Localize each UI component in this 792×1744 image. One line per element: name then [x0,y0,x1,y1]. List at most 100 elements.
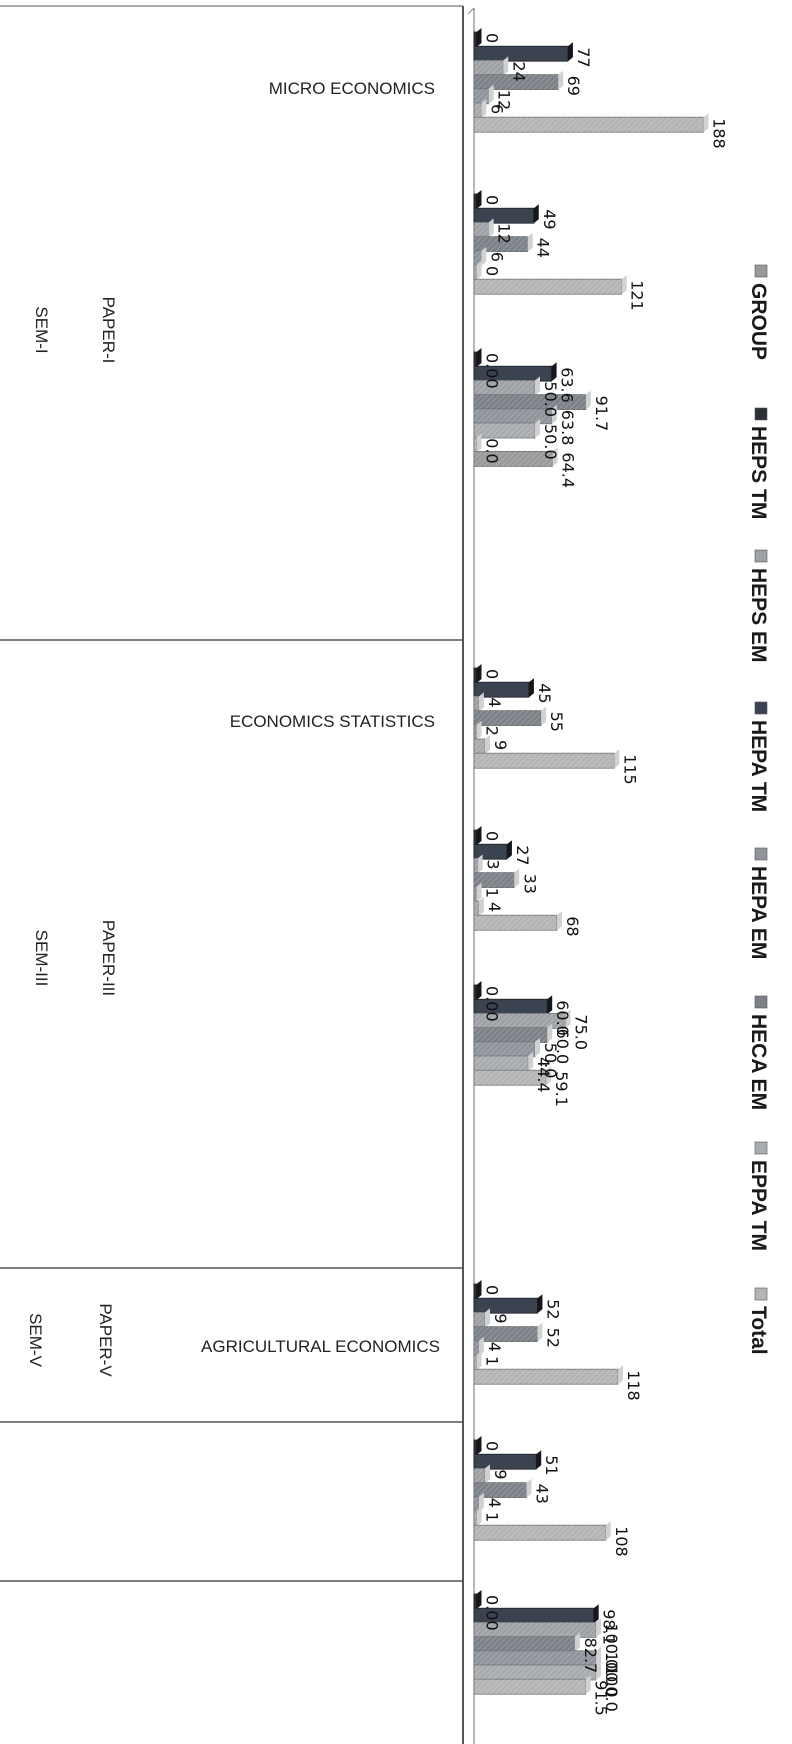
data-label: 49 [540,209,559,229]
bar-cap [484,1308,490,1328]
bar-hatching [474,1070,547,1086]
bar-hatching [474,1482,527,1498]
data-label: 0.00 [483,986,502,1022]
bar-cap [476,882,482,902]
bar-cap [596,1646,601,1666]
data-label: 9 [491,740,510,750]
data-label: 98.1 [600,1609,619,1645]
data-label: 24 [509,61,528,81]
bar-hatching [474,88,489,104]
legend-label: HEPA EM [747,866,770,959]
legend-swatch [754,701,768,715]
data-label: 51 [542,1455,561,1475]
bar-cap [481,246,487,266]
bar-hatching [474,872,515,888]
data-label: 60.0 [553,1000,572,1036]
legend-label: Total [747,1306,770,1355]
legend-item: GROUP [747,264,770,360]
data-label: 33 [520,874,539,894]
bar-cap [476,826,482,845]
legend-item: HEPA EM [747,847,770,959]
bar-cap [556,911,562,931]
bar-hatching [474,1056,529,1071]
semester-label: SEM-I [32,306,51,353]
data-label: 0 [483,266,502,276]
bar-cap [514,868,520,888]
bar-hatching [474,1355,477,1370]
data-label: 115 [620,754,639,785]
row-labels: MICRO ECONOMICS PAPER-I SEM-I ECONOMICS … [26,79,440,1377]
data-label: 0 [483,33,502,43]
semester-label: SEM-III [32,930,51,987]
bar-hatching [474,915,557,931]
bar-cap [476,261,482,280]
bar-cap [476,1436,482,1455]
legend-item: HECA EM [747,995,770,1110]
data-label: 0.00 [483,1595,502,1631]
bar-cap [617,1365,623,1385]
data-label: 45 [535,683,554,703]
bar-hatching [474,1041,535,1057]
bar-cap [528,1052,534,1071]
bar-hatching [474,222,489,238]
bar-cap [481,99,487,118]
bar-cap [547,995,553,1015]
plot-base [467,7,475,1744]
data-label: 91.7 [592,396,611,432]
bar-heps-tm [473,1593,477,1610]
bar-cap [476,720,482,740]
bar-hatching [474,1027,548,1043]
bar-hatching [474,60,504,76]
bar-hatching [474,394,586,410]
data-label: 75.0 [572,1014,591,1050]
bar-cap [552,447,558,467]
bar-cap [478,1492,484,1512]
bar-cap [476,1590,482,1609]
data-label: 1 [483,1356,502,1366]
bar-cap [476,190,482,209]
data-label: 44 [534,238,553,258]
bar-hatching [474,724,477,740]
data-label: 12 [495,90,514,110]
data-label: 69 [564,76,583,96]
data-label: 2 [483,726,502,736]
paper-label: PAPER-III [99,920,118,996]
data-label: 4 [485,697,504,707]
bar-hatching [474,1650,596,1666]
bar-hatching [474,1468,485,1484]
data-label: 1 [483,1512,502,1522]
bar-hatching [474,1340,479,1356]
data-label: 100.0 [602,1666,621,1712]
bar-hatching [474,1665,596,1680]
data-label: 9 [491,1313,510,1323]
data-label: 9 [491,1469,510,1479]
data-label: 6 [487,252,506,262]
bar-hepa-tm [473,45,569,62]
bar-cap [478,1336,484,1356]
bar-cap [476,664,482,683]
bar-cap [476,981,482,1000]
bar-cap [506,840,512,860]
bar-cap [484,735,490,754]
bar-cap [614,749,620,769]
bar-cap [478,692,484,712]
bar-heps-tm [473,31,477,48]
bar-cap [476,433,482,453]
bar-hatching [474,408,552,424]
bar-cap [476,1351,482,1370]
legend-item: HEPS TM [747,407,770,519]
subject-label: AGRICULTURAL ECONOMICS [201,1337,440,1356]
bar-cap [535,376,540,396]
bar-hatching [474,265,477,280]
data-label: 50.0 [541,424,560,460]
legend: GROUP HEPS TM HEPS EM HEPA TM HEPA EM HECA EM… [747,264,770,1355]
category-table [0,5,464,1744]
bar-heps-tm [473,984,477,1001]
data-label: 100.0 [602,1652,621,1698]
legend-label: HEPS EM [747,568,770,663]
subject-label: MICRO ECONOMICS [269,79,435,98]
data-label: 63.8 [558,410,577,446]
bar-cap [585,390,591,410]
data-label: 0 [483,195,502,205]
